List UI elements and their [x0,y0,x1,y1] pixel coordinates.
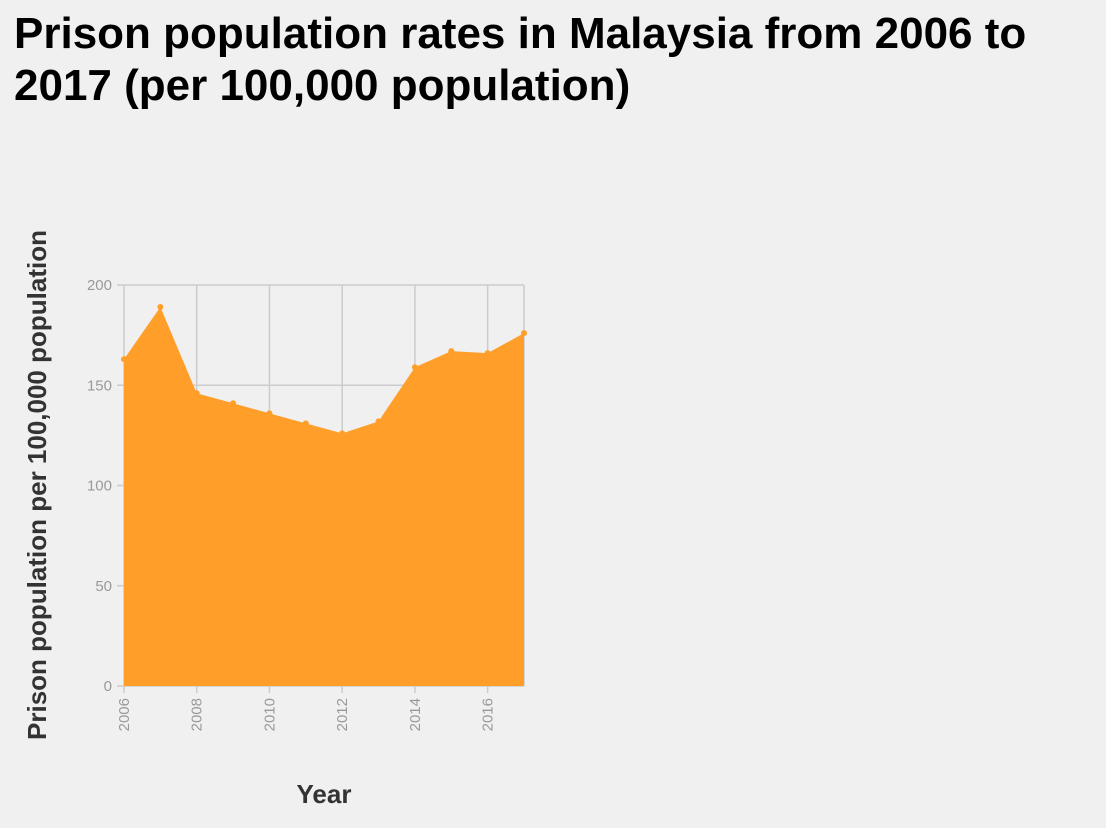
y-tick-label: 50 [95,578,112,595]
data-point-2017 [521,330,527,337]
y-axis-label: Prison population per 100,000 population [22,230,52,740]
x-tick-label: 2014 [407,698,424,731]
data-point-2009 [230,400,237,407]
data-point-2006 [121,356,127,363]
y-tick-label: 100 [87,478,112,495]
data-point-2007 [157,304,164,311]
y-tick-label: 200 [87,277,112,294]
axis-ticks: 2006 2008 2010 2012 2014 2016 0 50 100 150 200 [87,277,497,731]
data-point-2016 [484,350,491,357]
data-point-2015 [448,348,455,355]
data-point-2014 [411,364,418,371]
x-tick-label: 2012 [334,698,351,731]
data-point-2012 [339,430,346,437]
x-axis-label: Year [297,779,352,809]
area-fill [124,307,524,686]
data-point-2013 [375,418,382,425]
x-tick-label: 2010 [261,698,278,731]
data-point-2008 [193,390,200,397]
x-tick-label: 2016 [480,698,497,731]
x-tick-label: 2006 [116,698,133,731]
y-tick-label: 0 [104,678,112,695]
area-series [121,304,527,686]
data-point-2010 [266,410,273,417]
data-point-2011 [302,420,309,427]
chart-title: Prison population rates in Malaysia from… [14,9,1027,110]
y-tick-label: 150 [87,377,112,394]
x-tick-label: 2008 [189,698,206,731]
